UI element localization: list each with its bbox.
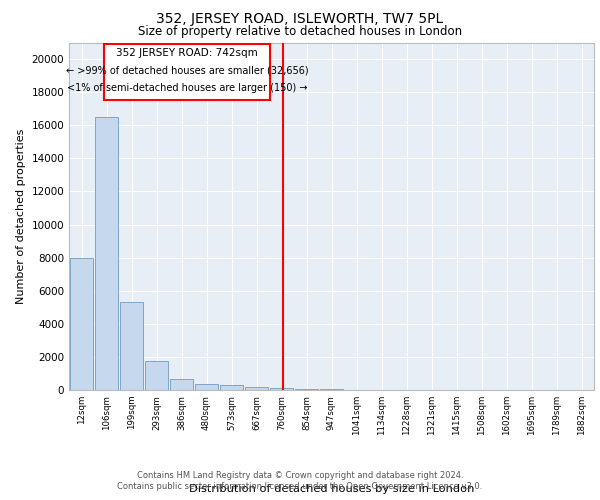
Text: Contains public sector information licensed under the Open Government Licence v3: Contains public sector information licen… [118, 482, 482, 491]
Bar [95, 117, 118, 390]
Bar [195, 384, 218, 390]
Bar [104, 44, 270, 100]
X-axis label: Distribution of detached houses by size in London: Distribution of detached houses by size … [189, 484, 474, 494]
Bar [295, 388, 318, 390]
Text: 352 JERSEY ROAD: 742sqm: 352 JERSEY ROAD: 742sqm [116, 48, 258, 58]
Text: Size of property relative to detached houses in London: Size of property relative to detached ho… [138, 25, 462, 38]
Bar [120, 302, 143, 390]
Bar [245, 386, 268, 390]
Text: ← >99% of detached houses are smaller (32,656): ← >99% of detached houses are smaller (3… [66, 66, 308, 76]
Y-axis label: Number of detached properties: Number of detached properties [16, 128, 26, 304]
Bar [220, 386, 243, 390]
Text: <1% of semi-detached houses are larger (150) →: <1% of semi-detached houses are larger (… [67, 83, 307, 93]
Text: Contains HM Land Registry data © Crown copyright and database right 2024.: Contains HM Land Registry data © Crown c… [137, 471, 463, 480]
Bar [270, 388, 293, 390]
Text: 352, JERSEY ROAD, ISLEWORTH, TW7 5PL: 352, JERSEY ROAD, ISLEWORTH, TW7 5PL [157, 12, 443, 26]
Bar [170, 379, 193, 390]
Bar [145, 361, 168, 390]
Bar [320, 389, 343, 390]
Bar [70, 258, 93, 390]
